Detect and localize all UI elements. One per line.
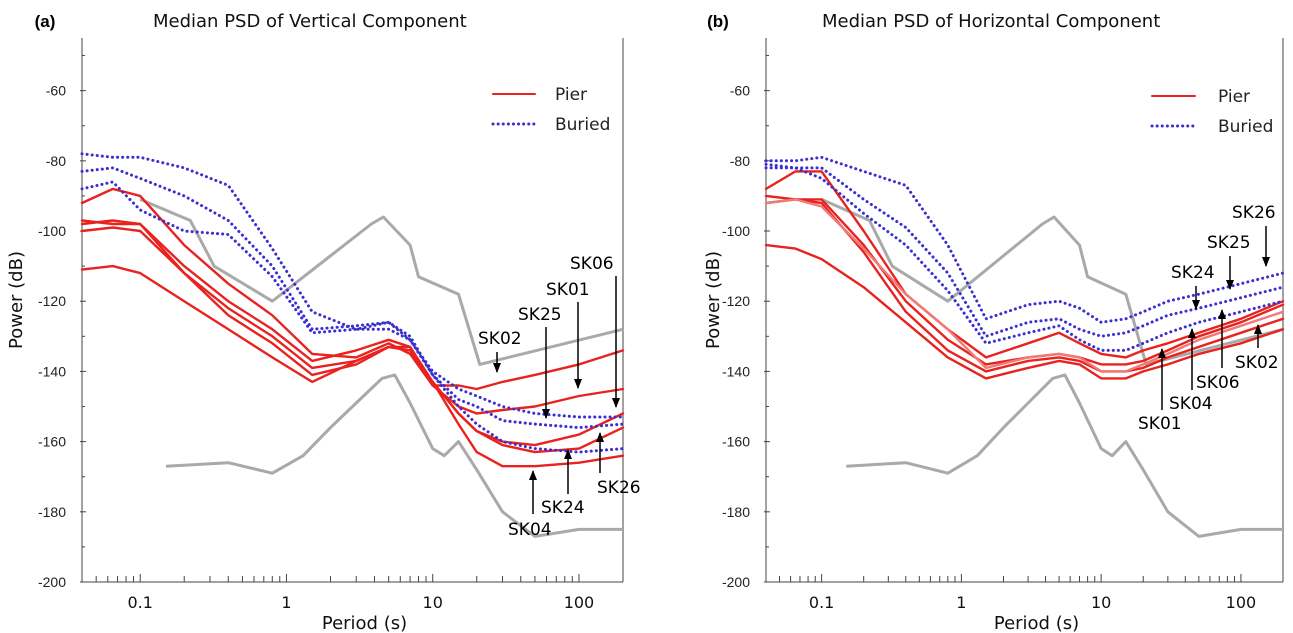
annotation-sk24: SK24 [1171,263,1215,283]
x-tick-label: 0.1 [127,593,152,612]
y-tick-label: -120 [722,293,750,309]
buried-series-line-6 [764,166,1285,338]
y-tick-label: -80 [46,153,66,169]
legend-label-pier: Pier [555,85,587,105]
y-tick-label: -140 [38,363,66,379]
annotation-sk06: SK06 [1196,373,1240,393]
x-tick-label: 10 [423,593,443,612]
y-tick-label: -200 [38,574,66,590]
x-axis-label: Period (s) [322,613,407,633]
annotation-sk01: SK01 [546,280,590,300]
chart-panel-a: -200 -180 -160 -140 -120 -100 -80 -60 0.1 1 10 100 P… [6,11,641,633]
x-tick-label: 100 [1226,593,1257,612]
x-tick-label: 0.1 [809,593,834,612]
annotation-sk26: SK26 [1232,203,1276,223]
y-tick-label: -60 [730,83,750,99]
chart-title: Median PSD of Horizontal Component [822,11,1160,32]
annotation-sk25: SK25 [1207,233,1251,253]
y-tick-label: -160 [38,434,66,450]
legend-label-buried: Buried [1218,117,1273,137]
x-axis-label: Period (s) [994,613,1079,633]
buried-series-line-7 [764,162,1285,352]
y-tick-label: -180 [722,504,750,520]
panel-label: (b) [707,12,729,31]
chart-panel-b: -200 -180 -160 -140 -120 -100 -80 -60 0.1 1 10 100 P… [703,11,1285,633]
pier-series-line-4 [764,198,1285,373]
noise-model-low-line [846,373,1283,538]
legend-label-buried: Buried [555,115,610,135]
x-tick-label: 100 [564,593,595,612]
annotation-sk02: SK02 [478,329,522,349]
annotation-sk24: SK24 [541,498,585,518]
pier-series-line-0 [764,170,1285,359]
buried-series-line-7 [80,180,625,454]
y-tick-label: -200 [722,574,750,590]
y-axis-label: Power (dB) [6,251,27,349]
y-tick-label: -180 [38,504,66,520]
y-tick-label: -120 [38,293,66,309]
pier-series-line-3 [764,243,1285,380]
annotation-sk26: SK26 [597,478,641,498]
y-tick-label: -160 [722,434,750,450]
x-tick-label: 1 [956,593,966,612]
annotation-sk01: SK01 [1138,414,1182,434]
y-tick-label: -80 [730,153,750,169]
y-tick-label: -100 [38,223,66,239]
x-tick-label: 10 [1091,593,1111,612]
buried-series-line-6 [80,166,625,430]
y-tick-label: -60 [46,83,66,99]
buried-series-line-5 [80,152,625,419]
x-tick-label: 1 [281,593,291,612]
chart-title: Median PSD of Vertical Component [153,11,467,32]
panel-label: (a) [35,12,56,31]
noise-model-high-line [139,198,624,366]
buried-series-line-5 [764,155,1285,324]
annotation-sk04: SK04 [1169,394,1213,414]
pier-series-line-4 [80,226,625,454]
legend-label-pier: Pier [1218,87,1250,107]
noise-model-high-line [820,198,1284,366]
noise-model-low-line [165,373,623,538]
annotation-sk04: SK04 [508,520,552,540]
annotation-sk02: SK02 [1235,353,1279,373]
y-tick-label: -100 [722,223,750,239]
y-axis-label: Power (dB) [703,251,724,349]
y-tick-label: -140 [722,363,750,379]
pier-series-line-0 [80,187,625,391]
annotation-sk25: SK25 [518,305,562,325]
annotation-sk06: SK06 [570,254,614,274]
